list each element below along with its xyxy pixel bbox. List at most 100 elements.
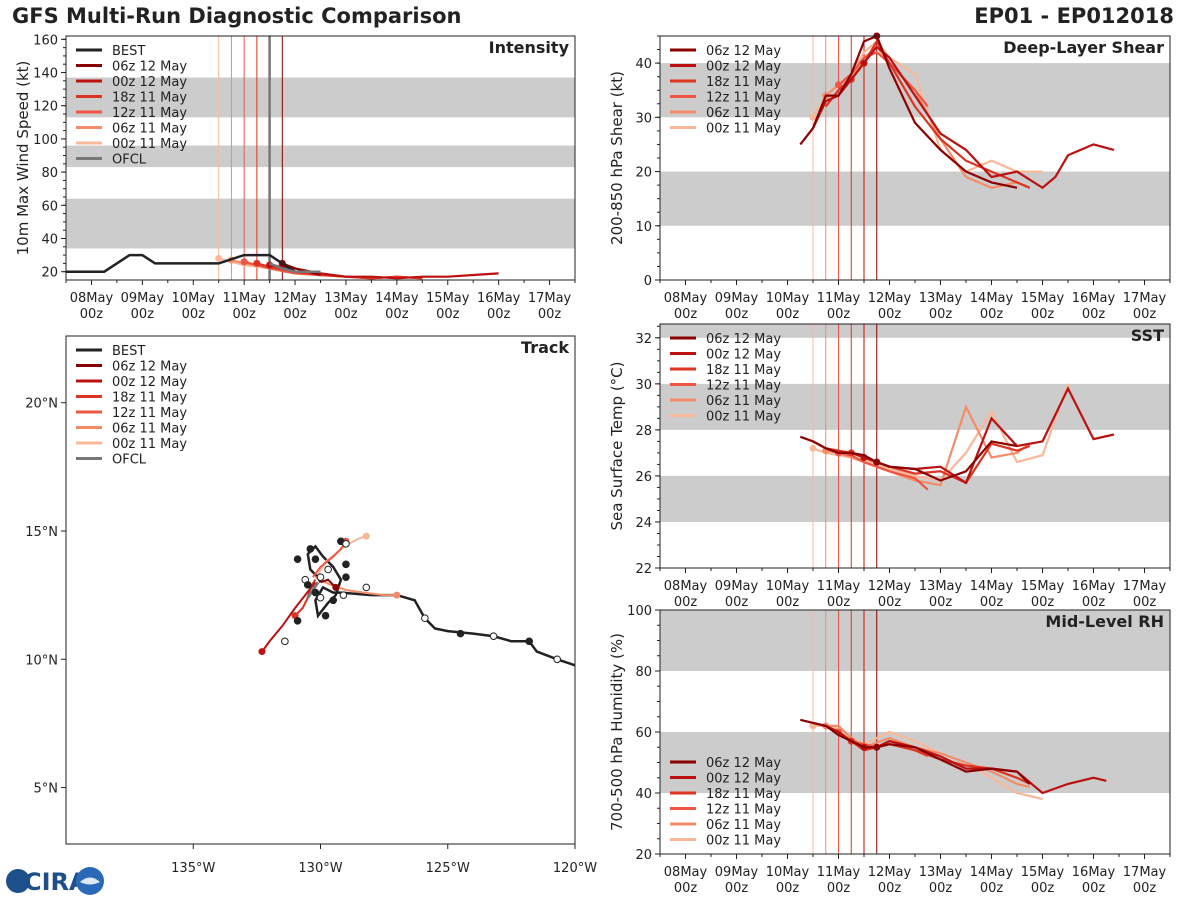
intensity-ytick-label: 160 [33, 33, 58, 48]
shear-legend-label: 06z 12 May [706, 44, 781, 59]
track-best-marker [311, 555, 320, 564]
intensity-xtick-label-hour: 00z [80, 307, 104, 322]
shear-title: Deep-Layer Shear [1003, 38, 1164, 57]
track-legend-label: 06z 11 May [112, 422, 187, 437]
sst-xtick-label-hour: 00z [674, 595, 698, 610]
intensity-legend-label: 06z 11 May [112, 122, 187, 137]
shear-ylabel: 200-850 hPa Shear (kt) [608, 71, 626, 245]
track-best-marker [293, 616, 302, 625]
track-legend-label: 00z 11 May [112, 437, 187, 452]
intensity-xtick-label-day: 14May [375, 291, 419, 306]
sst-panel: 22242628303208May00z09May00z10May00z11Ma… [608, 323, 1171, 610]
shear-xtick-label-hour: 00z [980, 307, 1004, 322]
intensity-xtick-label-hour: 00z [232, 307, 256, 322]
sst-xtick-label-hour: 00z [1133, 595, 1157, 610]
shear-xtick-label-hour: 00z [878, 307, 902, 322]
shear-series-point [860, 59, 868, 67]
rh-ytick-label: 80 [635, 665, 652, 680]
intensity-ylabel: 10m Max Wind Speed (kt) [14, 61, 32, 256]
rh-ytick-label: 20 [635, 848, 652, 863]
rh-xtick-label-hour: 00z [929, 881, 953, 896]
track-best-marker [311, 588, 320, 597]
shear-xtick-label-hour: 00z [725, 307, 749, 322]
track-best-marker [342, 540, 350, 548]
intensity-xtick-label-day: 13May [324, 291, 368, 306]
track-best-marker [293, 555, 302, 564]
intensity-series-line [281, 262, 321, 277]
sst-ylabel: Sea Surface Temp (°C) [608, 361, 626, 530]
rh-xtick-label-day: 14May [970, 865, 1014, 880]
intensity-xtick-label-hour: 00z [334, 307, 358, 322]
shear-xtick-label-day: 08May [664, 291, 708, 306]
intensity-xtick-label-hour: 00z [436, 307, 460, 322]
sst-ytick-label: 30 [635, 378, 652, 393]
track-best-marker [306, 545, 315, 553]
rh-ytick-label: 40 [635, 787, 652, 802]
shear-xtick-label-day: 17May [1123, 291, 1167, 306]
rh-xtick-label-hour: 00z [827, 881, 851, 896]
track-legend-label: 12z 11 May [112, 406, 187, 421]
track-best-marker [362, 583, 371, 592]
track-best-marker [342, 560, 350, 569]
intensity-legend-label: OFCL [112, 153, 147, 168]
sst-ytick-label: 24 [635, 516, 652, 531]
track-best-line [306, 544, 575, 667]
sst-legend-label: 18z 11 May [706, 363, 781, 378]
track-best-marker [316, 593, 325, 602]
shear-xtick-label-day: 11May [817, 291, 861, 306]
sst-xtick-label-hour: 00z [827, 595, 851, 610]
track-series-line [261, 581, 317, 653]
sst-xtick-label-day: 17May [1123, 579, 1167, 594]
rh-legend-label: 00z 12 May [706, 772, 781, 787]
sst-xtick-label-day: 12May [868, 579, 912, 594]
shear-legend-label: 12z 11 May [706, 91, 781, 106]
intensity-band [66, 198, 575, 249]
sst-legend-label: 12z 11 May [706, 379, 781, 394]
shear-xtick-label-day: 13May [919, 291, 963, 306]
sst-xtick-label-hour: 00z [1082, 595, 1106, 610]
intensity-xtick-label-hour: 00z [182, 307, 206, 322]
track-best-marker [303, 581, 312, 589]
sst-ytick-label: 28 [635, 424, 652, 439]
rh-ytick-label: 100 [627, 604, 652, 619]
rh-legend-label: 00z 11 May [706, 834, 781, 849]
track-series-line [314, 576, 397, 597]
track-best-marker [324, 565, 332, 574]
track-best-marker [456, 629, 465, 638]
rh-xtick-label-day: 17May [1123, 865, 1167, 880]
sst-xtick-label-hour: 00z [1031, 595, 1055, 610]
rh-xtick-label-day: 11May [817, 865, 861, 880]
rh-panel: 2040608010008May00z09May00z10May00z11May… [608, 604, 1171, 896]
shear-legend-label: 18z 11 May [706, 75, 781, 90]
rh-xtick-label-hour: 00z [674, 881, 698, 896]
cira-logo: CIRA [6, 867, 104, 896]
rh-xtick-label-day: 09May [715, 865, 759, 880]
intensity-xtick-label-hour: 00z [385, 307, 409, 322]
intensity-band [66, 77, 575, 118]
shear-series-point [809, 113, 817, 121]
shear-ytick-label: 0 [644, 274, 652, 289]
sst-series-point [809, 444, 817, 452]
sst-band [660, 324, 1170, 338]
rh-legend-label: 18z 11 May [706, 787, 781, 802]
rh-xtick-label-hour: 00z [1082, 881, 1106, 896]
shear-series-line [799, 36, 1018, 189]
intensity-legend-label: 06z 12 May [112, 60, 187, 75]
rh-xtick-label-hour: 00z [725, 881, 749, 896]
track-best-marker [342, 573, 350, 581]
shear-legend-label: 00z 12 May [706, 60, 781, 75]
rh-xtick-label-day: 08May [664, 865, 708, 880]
shear-ytick-label: 20 [635, 166, 652, 181]
rh-ytick-label: 60 [635, 726, 652, 741]
intensity-xtick-label-day: 09May [121, 291, 165, 306]
track-ytick-label: 5°N [34, 782, 59, 797]
intensity-xtick-label-day: 10May [172, 291, 216, 306]
rh-ylabel: 700-500 hPa Humidity (%) [608, 633, 626, 831]
intensity-ytick-label: 120 [33, 100, 58, 115]
sst-ytick-label: 32 [635, 332, 652, 347]
figure-title-right: EP01 - EP012018 [974, 4, 1174, 28]
intensity-legend-label: 00z 12 May [112, 75, 187, 90]
track-series-point [332, 583, 340, 591]
sst-xtick-label-day: 09May [715, 579, 759, 594]
sst-xtick-label-hour: 00z [776, 595, 800, 610]
